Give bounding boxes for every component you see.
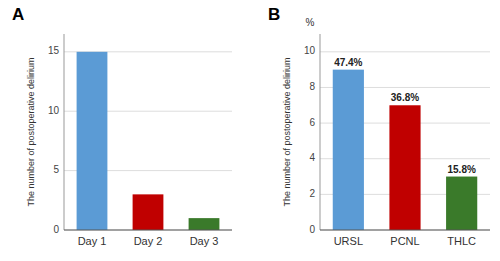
bar (333, 70, 364, 230)
chart-canvas: 0 5 10 15 Day 1 Day 2 Day 3 The number of posto… (0, 0, 500, 261)
bar (77, 52, 108, 230)
y-tick-label: 8 (309, 81, 315, 92)
x-axis-line (320, 230, 490, 231)
y-unit-label: % (306, 17, 315, 28)
x-tick-label: URSL (334, 235, 363, 247)
y-tick-label: 10 (48, 105, 60, 116)
x-tick-label: PCNL (390, 235, 419, 247)
y-axis-label: The number of postoperative delirium (282, 57, 292, 206)
bar (389, 105, 420, 230)
bar (189, 218, 220, 230)
panel-label: A (12, 5, 24, 24)
y-tick-label: 2 (309, 188, 315, 199)
bar (133, 194, 164, 230)
x-tick-label: Day 1 (78, 235, 107, 247)
y-axis-line (64, 34, 65, 230)
panel-label: B (268, 5, 280, 24)
x-tick-label: THLC (447, 235, 476, 247)
panel: 0 2 4 6 8 10 URSL PCNL THLC 47.4% 36.8% 15.8% The nu… (268, 5, 490, 247)
grid-line (320, 230, 490, 231)
annotation: 36.8% (391, 92, 419, 103)
grid-line (64, 230, 232, 231)
y-axis-label: The number of postoperative delirium (26, 57, 36, 206)
bars (77, 52, 220, 230)
panel: 0 5 10 15 Day 1 Day 2 Day 3 The number of posto… (12, 5, 232, 247)
annotation: 47.4% (334, 57, 362, 68)
y-tick-label: 4 (309, 152, 315, 163)
x-axis-line (64, 230, 232, 231)
y-tick-label: 10 (304, 45, 316, 56)
y-tick-label: 15 (48, 45, 60, 56)
annotation: 15.8% (447, 164, 475, 175)
y-tick-label: 6 (309, 117, 315, 128)
y-tick-label: 5 (53, 164, 59, 175)
x-tick-label: Day 2 (134, 235, 163, 247)
y-tick-label: 0 (53, 224, 59, 235)
y-tick-label: 0 (309, 224, 315, 235)
x-tick-label: Day 3 (190, 235, 219, 247)
grid-line (320, 51, 490, 52)
bar (446, 177, 477, 230)
bars (333, 70, 478, 230)
y-axis-line (320, 34, 321, 230)
